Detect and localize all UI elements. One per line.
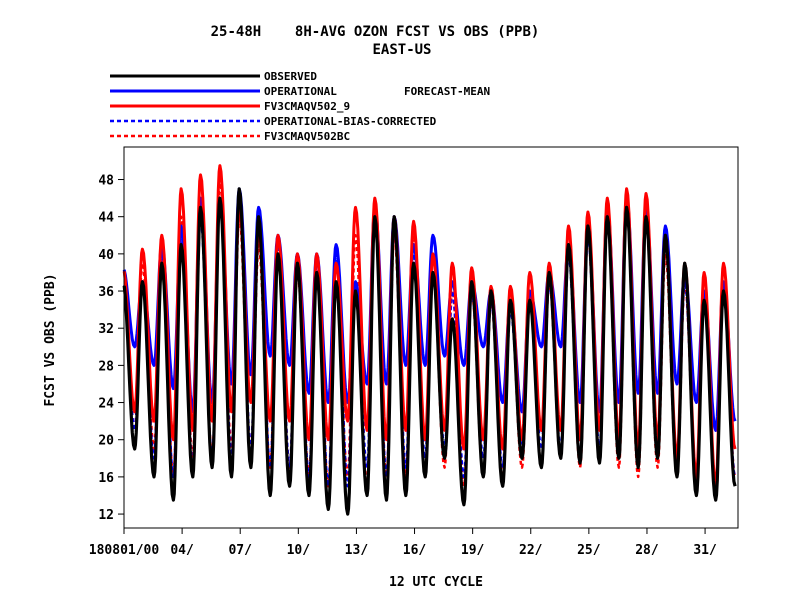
y-tick-label: 32 — [98, 322, 114, 337]
y-tick-label: 44 — [98, 211, 114, 226]
x-tick-label: 19/ — [461, 543, 485, 558]
legend-label-fv3-bc: FV3CMAQV502BC — [264, 130, 350, 143]
y-axis: 12 16 20 24 28 32 36 40 44 48 — [98, 174, 124, 523]
x-tick-label: 07/ — [228, 543, 252, 558]
legend-label-op-bc: OPERATIONAL-BIAS-CORRECTED — [264, 115, 437, 128]
x-tick-label: 10/ — [287, 543, 311, 558]
y-tick-label: 16 — [98, 471, 114, 486]
x-axis-label: 12 UTC CYCLE — [389, 575, 483, 590]
x-tick-label: 16/ — [403, 543, 427, 558]
y-tick-label: 12 — [98, 508, 114, 523]
y-tick-label: 24 — [98, 397, 114, 412]
y-tick-label: 20 — [98, 434, 114, 449]
chart-title: 25-48H 8H-AVG OZON FCST VS OBS (PPB) — [211, 24, 540, 40]
y-tick-label: 28 — [98, 359, 114, 374]
x-axis: 180801/00 04/07/10/13/16/19/22/25/28/31/ — [89, 528, 717, 558]
legend-label-fv3: FV3CMAQV502_9 — [264, 100, 350, 113]
y-axis-label: FCST VS OBS (PPB) — [43, 273, 58, 406]
x-tick-label: 22/ — [519, 543, 543, 558]
legend-label-observed: OBSERVED — [264, 70, 317, 83]
x-tick-label: 13/ — [345, 543, 369, 558]
plot-area — [122, 164, 737, 516]
y-tick-label: 40 — [98, 248, 114, 263]
legend-label-operational: OPERATIONAL — [264, 85, 337, 98]
x-tick-label: 180801/00 — [89, 543, 160, 558]
x-tick-label: 04/ — [170, 543, 194, 558]
y-tick-label: 36 — [98, 285, 114, 300]
series-line-observed — [122, 187, 737, 516]
plot-frame — [123, 146, 739, 529]
chart-subtitle: EAST-US — [372, 42, 431, 58]
legend-forecast-mean-note: FORECAST-MEAN — [404, 85, 490, 98]
legend: OBSERVED OPERATIONAL FORECAST-MEAN FV3CM… — [110, 70, 490, 143]
x-tick-label: 31/ — [693, 543, 717, 558]
x-tick-label: 25/ — [577, 543, 601, 558]
x-tick-label: 28/ — [635, 543, 659, 558]
y-tick-label: 48 — [98, 174, 114, 189]
